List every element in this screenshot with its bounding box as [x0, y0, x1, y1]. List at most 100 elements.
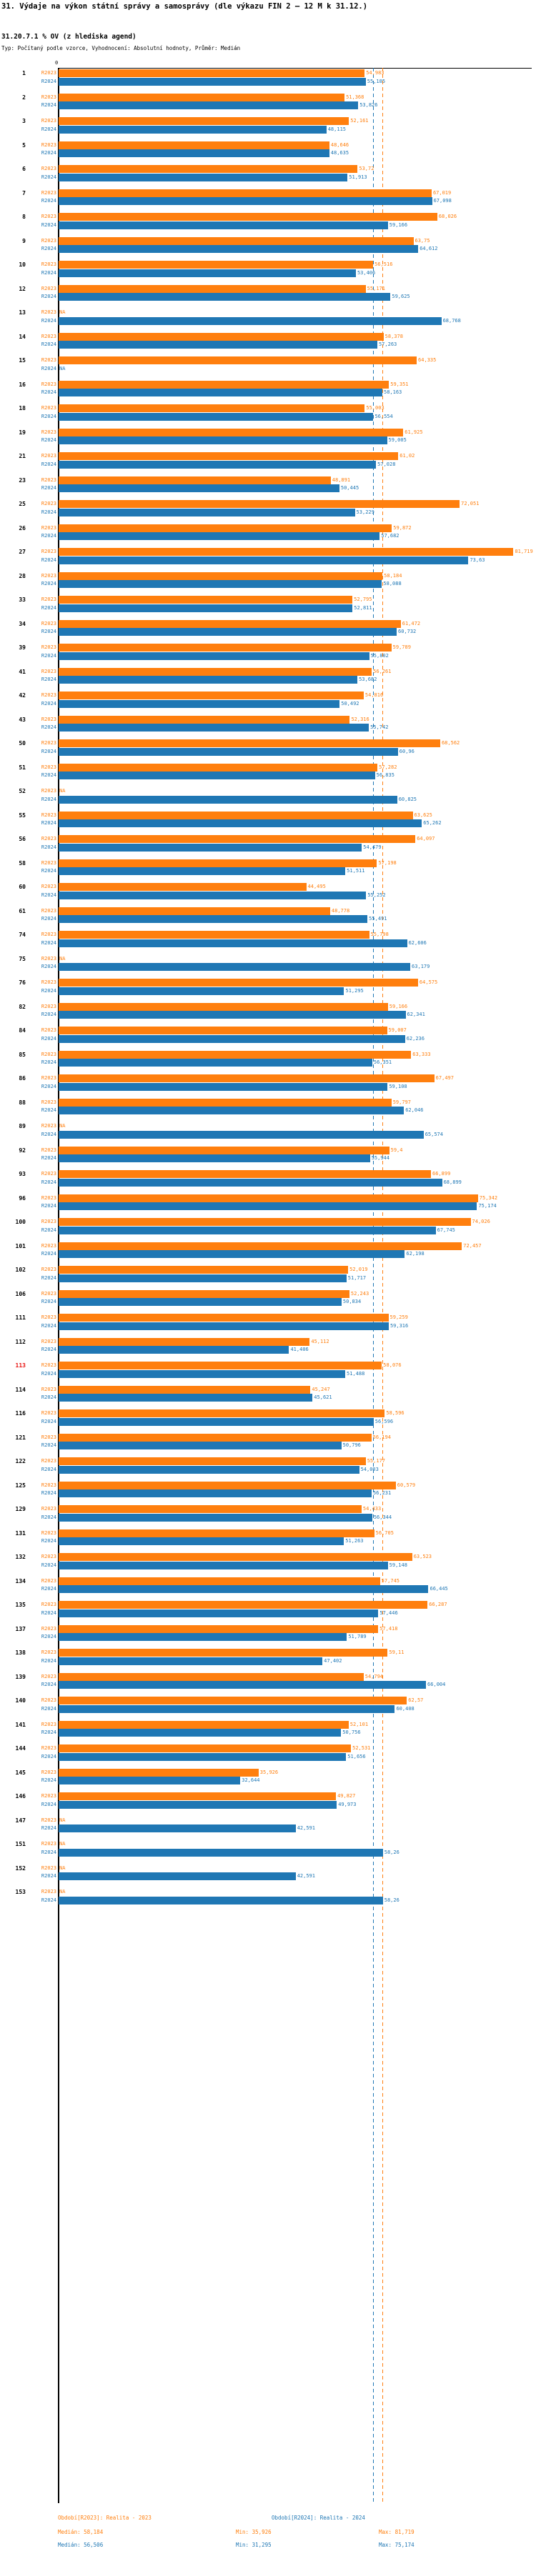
bar-2024[interactable]: [59, 1681, 427, 1689]
bar-2024[interactable]: [59, 987, 344, 995]
bar-2023[interactable]: [59, 859, 377, 867]
bar-2023[interactable]: [59, 644, 392, 652]
bar-2024[interactable]: [59, 1609, 379, 1617]
bar-2023[interactable]: [59, 332, 384, 341]
bar-2023[interactable]: [59, 117, 349, 125]
bar-2023[interactable]: [59, 548, 514, 556]
bar-2023[interactable]: [59, 1002, 388, 1011]
bar-2024[interactable]: [59, 843, 362, 852]
bar-2023[interactable]: [59, 1457, 366, 1465]
bar-2024[interactable]: [59, 772, 375, 779]
bar-2024[interactable]: [59, 293, 391, 301]
bar-2024[interactable]: [59, 460, 377, 469]
bar-2024[interactable]: [59, 1202, 477, 1210]
bar-2024[interactable]: [59, 652, 369, 660]
bar-2024[interactable]: [59, 1561, 388, 1569]
bar-2023[interactable]: [59, 835, 416, 843]
bar-2024[interactable]: [59, 1704, 395, 1713]
bar-2024[interactable]: [59, 1633, 347, 1641]
bar-2023[interactable]: [59, 619, 401, 628]
bar-2023[interactable]: [59, 1720, 349, 1729]
bar-2023[interactable]: [59, 524, 392, 532]
bar-2024[interactable]: [59, 1585, 429, 1593]
bar-2024[interactable]: [59, 1011, 406, 1019]
bar-2024[interactable]: [59, 939, 407, 947]
bar-2024[interactable]: [59, 484, 339, 492]
bar-2023[interactable]: [59, 1792, 337, 1800]
bar-2024[interactable]: [59, 1322, 389, 1330]
bar-2023[interactable]: [59, 571, 383, 580]
bar-2024[interactable]: [59, 436, 387, 444]
bar-2024[interactable]: [59, 149, 329, 157]
bar-2023[interactable]: [59, 165, 358, 173]
bar-2024[interactable]: [59, 628, 397, 636]
bar-2023[interactable]: [59, 883, 307, 891]
bar-2023[interactable]: [59, 1697, 407, 1704]
bar-2024[interactable]: [59, 604, 353, 612]
bar-2023[interactable]: [59, 284, 366, 293]
bar-2023[interactable]: [59, 452, 399, 460]
bar-2023[interactable]: [59, 1385, 311, 1394]
bar-2024[interactable]: [59, 316, 442, 325]
bar-2023[interactable]: [59, 404, 365, 412]
bar-2023[interactable]: [59, 667, 372, 676]
bar-2024[interactable]: [59, 1394, 313, 1402]
bar-2023[interactable]: [59, 1074, 435, 1082]
bar-2023[interactable]: [59, 1601, 428, 1609]
bar-2023[interactable]: [59, 715, 350, 724]
bar-2024[interactable]: [59, 795, 397, 804]
bar-2024[interactable]: [59, 1752, 347, 1761]
bar-2024[interactable]: [59, 1082, 388, 1091]
bar-2024[interactable]: [59, 197, 432, 205]
bar-2023[interactable]: [59, 500, 460, 508]
bar-2024[interactable]: [59, 580, 382, 588]
bar-2023[interactable]: [59, 1314, 389, 1322]
bar-2023[interactable]: [59, 1146, 389, 1154]
bar-2024[interactable]: [59, 1824, 296, 1832]
bar-2023[interactable]: [59, 1242, 462, 1250]
bar-2023[interactable]: [59, 261, 374, 269]
bar-2024[interactable]: [59, 1226, 436, 1234]
bar-2024[interactable]: [59, 915, 368, 923]
bar-2024[interactable]: [59, 1657, 323, 1665]
bar-2024[interactable]: [59, 676, 358, 684]
bar-2023[interactable]: [59, 1529, 374, 1537]
bar-2024[interactable]: [59, 867, 346, 875]
bar-2024[interactable]: [59, 819, 422, 827]
bar-2024[interactable]: [59, 389, 382, 396]
bar-2024[interactable]: [59, 1872, 296, 1880]
bar-2024[interactable]: [59, 1513, 372, 1522]
bar-2024[interactable]: [59, 1369, 345, 1378]
bar-2023[interactable]: [59, 1768, 259, 1777]
bar-2023[interactable]: [59, 1218, 471, 1226]
bar-2024[interactable]: [59, 1059, 372, 1067]
bar-2024[interactable]: [59, 891, 367, 899]
bar-2023[interactable]: [59, 1098, 392, 1107]
bar-2024[interactable]: [59, 1346, 289, 1354]
bar-2024[interactable]: [59, 1274, 347, 1282]
bar-2024[interactable]: [59, 412, 374, 421]
bar-2024[interactable]: [59, 1250, 405, 1258]
bar-2023[interactable]: [59, 1194, 478, 1202]
bar-2023[interactable]: [59, 1027, 387, 1034]
bar-2023[interactable]: [59, 1433, 372, 1442]
bar-2024[interactable]: [59, 269, 356, 277]
bar-2024[interactable]: [59, 508, 355, 516]
bar-2023[interactable]: [59, 141, 329, 149]
bar-2023[interactable]: [59, 1481, 396, 1489]
bar-2024[interactable]: [59, 1800, 337, 1809]
bar-2023[interactable]: [59, 69, 365, 77]
bar-2024[interactable]: [59, 532, 380, 540]
bar-2023[interactable]: [59, 907, 330, 915]
bar-2023[interactable]: [59, 1505, 362, 1513]
bar-2023[interactable]: [59, 1337, 310, 1346]
bar-2024[interactable]: [59, 747, 398, 756]
bar-2024[interactable]: [59, 1178, 442, 1187]
bar-2024[interactable]: [59, 101, 359, 109]
bar-2023[interactable]: [59, 1050, 412, 1059]
bar-2024[interactable]: [59, 245, 419, 253]
bar-2023[interactable]: [59, 1672, 364, 1681]
bar-2024[interactable]: [59, 963, 411, 971]
bar-2024[interactable]: [59, 1848, 383, 1857]
bar-2023[interactable]: [59, 931, 369, 939]
